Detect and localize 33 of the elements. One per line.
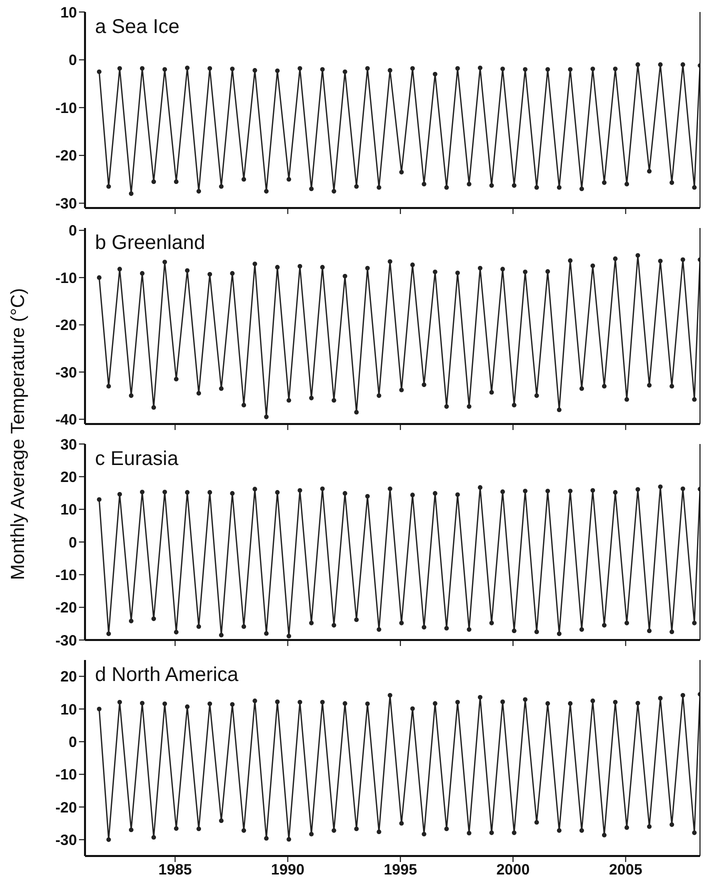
y-tick-label: 0	[68, 222, 77, 240]
y-tick-label: -10	[55, 100, 77, 117]
y-tick-label: -40	[55, 412, 77, 429]
y-tick-label: -10	[55, 566, 77, 584]
y-tick-label: 10	[60, 701, 77, 718]
y-tick-label: -20	[55, 317, 77, 334]
y-tick-label: -10	[55, 270, 77, 287]
x-tick-label: 1990	[271, 862, 304, 879]
y-tick-label: 10	[60, 4, 77, 22]
chart-title: a Sea Ice	[95, 16, 180, 39]
y-tick-label: -30	[55, 632, 77, 650]
chart-title: c Eurasia	[95, 448, 178, 471]
x-tick-label: 2005	[608, 862, 642, 879]
y-tick-label: -30	[55, 364, 77, 382]
y-tick-label: -30	[55, 196, 77, 213]
y-tick-label: -20	[55, 600, 77, 617]
y-tick-label: 20	[60, 468, 77, 486]
y-tick-label: 20	[60, 668, 77, 686]
y-tick-label: 10	[60, 502, 77, 519]
y-tick-label: -20	[55, 799, 77, 816]
y-tick-label: -20	[55, 148, 77, 165]
chart-title: d North America	[95, 664, 238, 687]
y-tick-label: -30	[55, 832, 77, 849]
y-axis-title: Monthly Average Temperature (°C)	[8, 288, 30, 580]
y-tick-label: 0	[68, 534, 77, 552]
y-tick-label: -10	[55, 766, 77, 784]
y-tick-label: 0	[68, 52, 77, 70]
chart-title: b Greenland	[95, 232, 206, 255]
x-tick-label: 1985	[158, 862, 192, 879]
x-tick-label: 1995	[384, 862, 418, 879]
y-tick-label: 0	[68, 734, 77, 751]
x-tick-label: 2000	[496, 862, 530, 879]
y-tick-label: 30	[60, 436, 77, 454]
